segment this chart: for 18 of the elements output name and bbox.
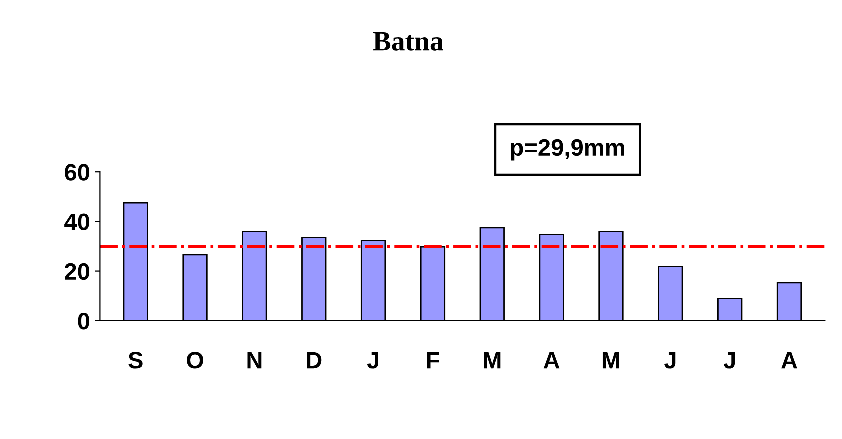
x-tick-label: M xyxy=(602,352,620,369)
x-tick-label: S xyxy=(128,352,143,369)
y-tick-label: 40 xyxy=(64,214,90,230)
y-tick-label: 0 xyxy=(78,312,90,330)
x-tick-label: F xyxy=(427,352,440,369)
y-tick-label: 20 xyxy=(65,263,90,280)
x-tick-label: A xyxy=(544,352,560,369)
x-tick-label: O xyxy=(187,352,204,369)
x-tick-label: M xyxy=(484,352,501,369)
x-tick-label: J xyxy=(724,352,736,369)
chart-title: Batna xyxy=(373,32,444,51)
x-tick-label: A xyxy=(782,352,798,369)
x-tick-label: J xyxy=(367,352,378,369)
x-tick-label: N xyxy=(248,352,262,369)
x-tick-label: J xyxy=(664,352,676,369)
x-tick-label: D xyxy=(307,352,322,369)
y-tick-label: 60 xyxy=(65,164,90,181)
text: p=29,9mm xyxy=(511,139,624,161)
